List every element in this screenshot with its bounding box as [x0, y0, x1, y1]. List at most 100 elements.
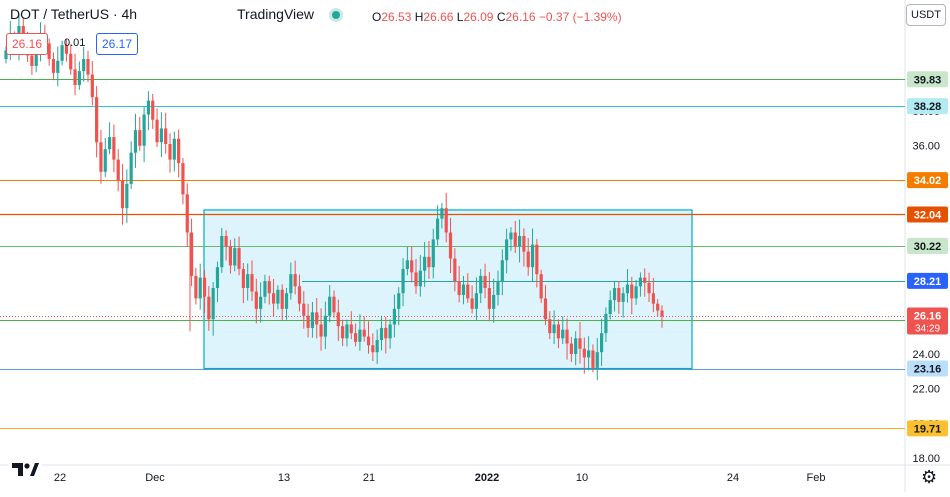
candle-body — [565, 329, 569, 344]
level-badge-label: 30.22 — [914, 241, 942, 253]
candle-body — [349, 324, 353, 334]
candle-body — [543, 298, 548, 320]
symbol-title[interactable]: DOT / TetherUS · 4h — [10, 6, 138, 22]
spread-value: 0.01 — [64, 37, 86, 49]
close-label: C — [496, 10, 506, 24]
candle-body — [461, 284, 466, 295]
level-badge — [907, 238, 948, 255]
tradingview-logo-icon[interactable] — [8, 455, 42, 483]
candle-body — [211, 288, 215, 320]
candle-body — [353, 333, 358, 342]
candle-body — [259, 296, 263, 309]
candle-body — [569, 343, 573, 354]
market-status-icon — [332, 11, 341, 20]
x-tick-label: 24 — [727, 472, 739, 484]
candle-body — [233, 248, 237, 266]
candle-body — [341, 326, 345, 339]
candle-body — [505, 239, 509, 261]
candle-body — [366, 336, 371, 346]
level-badge-label: 32.04 — [914, 209, 942, 221]
candle-body — [189, 232, 194, 276]
candle-body — [578, 338, 582, 349]
candle-body — [120, 180, 125, 209]
x-tick-label: 2022 — [475, 472, 499, 484]
candle-body — [418, 270, 422, 287]
x-tick-label: Dec — [145, 472, 165, 484]
x-tick-label: 22 — [54, 472, 66, 484]
candle-body — [306, 315, 310, 328]
buy-button[interactable]: 26.17 — [96, 33, 139, 55]
candle-body — [483, 275, 487, 289]
candle-body — [509, 232, 513, 240]
candle-body — [293, 274, 297, 287]
candle-body — [310, 312, 315, 328]
candle-body — [379, 327, 384, 341]
candle-body — [375, 340, 379, 353]
candle-body — [168, 144, 172, 160]
currency-button[interactable]: USDT — [906, 4, 946, 26]
candle-body — [47, 43, 51, 59]
y-tick-label: 36.00 — [912, 141, 940, 153]
candle-body — [250, 274, 254, 292]
level-badge-label: 28.21 — [914, 276, 942, 288]
candle-body — [552, 324, 556, 334]
candle-body — [332, 296, 336, 313]
candle-body — [625, 284, 630, 294]
candle-body — [207, 296, 211, 320]
candle-body — [599, 333, 604, 353]
provider-label: TradingView — [237, 6, 346, 22]
level-badge-label: 23.16 — [914, 364, 942, 376]
candle-body — [392, 308, 397, 325]
low-label: L — [456, 10, 464, 24]
candle-body — [73, 69, 77, 86]
candle-body — [116, 159, 120, 181]
candle-body — [95, 97, 99, 143]
candle-body — [99, 142, 103, 172]
candle-body — [397, 293, 401, 309]
candle-body — [574, 338, 578, 354]
x-tick-label: 10 — [576, 472, 588, 484]
candle-body — [215, 267, 220, 289]
candle-body — [384, 327, 388, 339]
candle-body — [34, 48, 38, 66]
candle-body — [435, 218, 440, 240]
level-badge — [907, 172, 948, 189]
candle-body — [444, 208, 448, 233]
candle-body — [241, 268, 245, 289]
sell-button[interactable]: 26.16 — [6, 33, 49, 55]
candle-body — [263, 281, 267, 297]
candle-body — [561, 329, 565, 339]
candle-body — [228, 246, 233, 266]
candle-body — [125, 183, 129, 209]
candle-body — [323, 315, 327, 337]
candle-body — [4, 50, 8, 59]
candle-body — [638, 277, 643, 287]
candle-body — [142, 114, 146, 146]
candle-body — [526, 251, 530, 268]
candle-body — [246, 274, 250, 289]
candle-body — [90, 74, 94, 98]
x-tick-label: 21 — [363, 472, 375, 484]
candle-body — [466, 284, 470, 299]
candle-body — [60, 45, 64, 61]
level-badge — [907, 360, 948, 377]
candle-body — [621, 293, 625, 302]
candle-body — [591, 350, 595, 368]
level-badge-label: 39.83 — [914, 74, 942, 86]
candle-body — [112, 137, 116, 160]
candle-body — [647, 282, 651, 294]
settings-gear-icon[interactable]: ⚙ — [921, 467, 938, 487]
candle-body — [77, 71, 81, 86]
candle-body — [155, 119, 159, 143]
candle-body — [220, 235, 224, 268]
level-badge-label: 34.02 — [914, 175, 942, 187]
candle-body — [371, 345, 375, 353]
candle-body — [133, 130, 138, 153]
candle-body — [656, 303, 660, 311]
candle-body — [492, 294, 496, 309]
candle-body — [172, 138, 176, 160]
close-value: 26.16 — [505, 10, 536, 24]
candle-body — [651, 293, 655, 304]
